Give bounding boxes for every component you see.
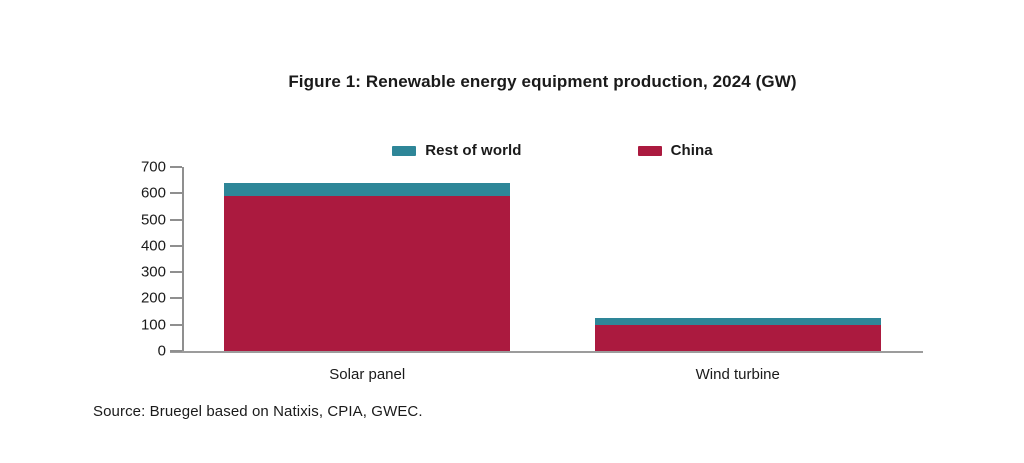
legend-label: Rest of world: [425, 142, 522, 159]
legend: Rest of world China: [182, 142, 923, 159]
y-tick-mark: [170, 271, 182, 274]
plot-area: 0 100 200 300 400 500 600 700: [141, 160, 924, 359]
bar-segment-china: [594, 324, 881, 351]
y-tick-label: 500: [140, 211, 166, 229]
y-tick-label: 700: [140, 158, 166, 176]
y-tick-label: 400: [140, 237, 166, 255]
y-tick-mark: [170, 166, 182, 168]
x-axis-label-solar-panel: Solar panel: [329, 366, 406, 383]
y-tick-mark: [170, 192, 182, 195]
bar-segment-china: [224, 196, 511, 351]
bar-slot-solar-panel: [182, 167, 553, 351]
legend-item-china: China: [637, 142, 713, 159]
bar-segment-rest-of-world: [224, 182, 511, 197]
stacked-bar-wind-turbine: [594, 167, 881, 351]
y-tick-mark: [170, 350, 182, 352]
y-tick-label: 100: [140, 316, 166, 334]
y-tick-mark: [170, 297, 182, 300]
x-axis-label-wind-turbine: Wind turbine: [695, 366, 780, 383]
x-axis-line: [170, 351, 923, 353]
y-tick-label: 600: [140, 184, 166, 202]
legend-label: China: [670, 142, 713, 159]
legend-item-rest-of-world: Rest of world: [392, 142, 521, 159]
y-tick-mark: [170, 323, 182, 326]
y-tick-mark: [170, 244, 182, 247]
y-tick-label: 300: [140, 263, 166, 281]
figure-title: Figure 1: Renewable energy equipment pro…: [288, 72, 797, 91]
y-tick-label: 0: [157, 342, 166, 360]
y-tick-mark: [170, 218, 182, 221]
bar-slot-wind-turbine: [553, 167, 924, 351]
source-note: Source: Bruegel based on Natixis, CPIA, …: [93, 403, 423, 420]
x-axis-labels: Solar panel Wind turbine: [182, 366, 923, 383]
y-tick-label: 200: [140, 289, 166, 307]
bar-segment-rest-of-world: [594, 318, 881, 325]
legend-swatch-rest-of-world: [392, 145, 417, 156]
legend-swatch-china: [637, 145, 662, 156]
y-axis-line: [182, 167, 184, 351]
stacked-bar-solar-panel: [224, 167, 511, 351]
